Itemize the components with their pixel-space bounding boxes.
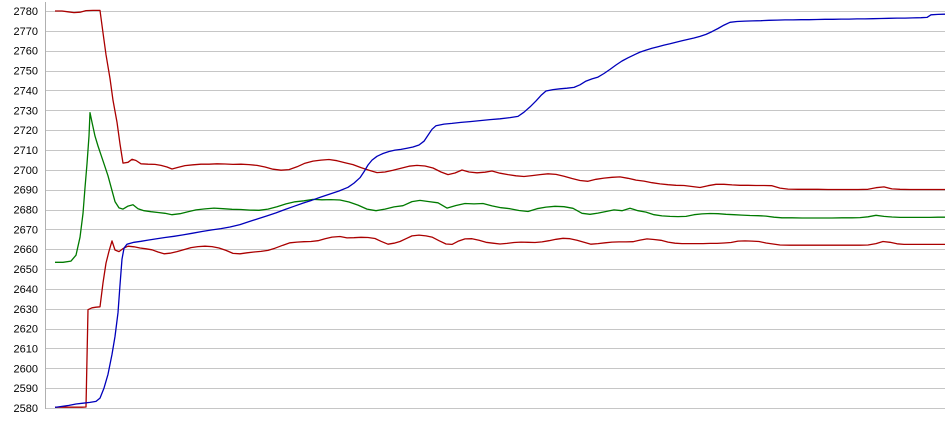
y-axis-tick-label: 2740 — [14, 85, 38, 97]
y-axis-tick-label: 2750 — [14, 66, 38, 78]
y-axis-tick-label: 2600 — [14, 363, 38, 375]
y-axis-labels: 2780 2770 2760 2750 2740 2730 2720 2710 2700 2690… — [14, 6, 38, 415]
upper-red-series-line — [55, 9, 945, 191]
y-axis-tick-label: 2730 — [14, 105, 38, 117]
y-axis-tick-label: 2590 — [14, 383, 38, 395]
lower-red-series-line — [55, 234, 945, 408]
y-axis-tick-label: 2620 — [14, 324, 38, 336]
y-axis-tick-label: 2700 — [14, 165, 38, 177]
y-axis-tick-label: 2680 — [14, 205, 38, 217]
gridlines — [45, 11, 945, 409]
y-axis-tick-label: 2640 — [14, 284, 38, 296]
y-axis-tick-label: 2780 — [14, 6, 38, 18]
y-axis-tick-label: 2580 — [14, 403, 38, 415]
y-axis-tick-label: 2630 — [14, 304, 38, 316]
y-axis-tick-label: 2670 — [14, 224, 38, 236]
y-axis-tick-label: 2710 — [14, 145, 38, 157]
y-axis-tick-label: 2720 — [14, 125, 38, 137]
y-axis-tick-label: 2760 — [14, 46, 38, 58]
y-axis-tick-label: 2660 — [14, 244, 38, 256]
blue-series-line — [54, 13, 946, 409]
y-axis-tick-label: 2690 — [14, 185, 38, 197]
green-series-line — [55, 111, 945, 263]
y-axis-tick-label: 2610 — [14, 343, 38, 355]
y-axis-tick-label: 2650 — [14, 264, 38, 276]
y-axis-tick-label: 2770 — [14, 26, 38, 38]
